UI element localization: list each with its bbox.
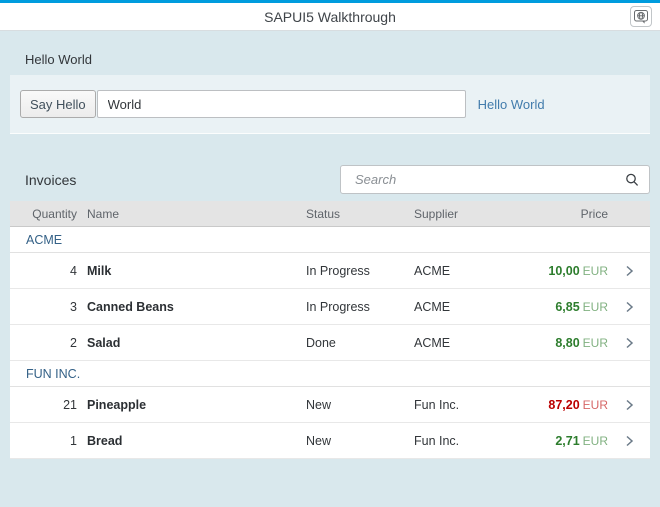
cell-quantity: 1 [70, 433, 77, 448]
search-button[interactable] [624, 172, 640, 188]
invoices-table: Quantity Name Status Supplier Price ACME… [10, 201, 650, 459]
price-number: 10,00 [548, 263, 580, 278]
cell-price: 10,00 EUR [513, 264, 608, 278]
cell-quantity: 2 [70, 335, 77, 350]
cell-status: New [306, 397, 332, 412]
cell-price: 6,85 EUR [513, 300, 608, 314]
cell-name: Bread [87, 433, 123, 448]
app-header: SAPUI5 Walkthrough [0, 3, 660, 31]
cell-quantity: 4 [70, 263, 77, 278]
group-header-row: ACME [10, 227, 650, 253]
table-header-row: Quantity Name Status Supplier Price [10, 201, 650, 227]
price-number: 8,80 [555, 335, 580, 350]
speech-bubble-globe-icon [633, 9, 649, 25]
invoices-table-body: ACME 4 Milk In Progress ACME 10,00 EUR 3 … [10, 227, 650, 459]
column-header-price: Price [580, 206, 608, 221]
cell-status: In Progress [306, 299, 370, 314]
cell-supplier: Fun Inc. [414, 397, 460, 412]
price-unit: EUR [582, 263, 608, 278]
column-header-status: Status [306, 206, 341, 221]
cell-name: Pineapple [87, 397, 147, 412]
invoice-row[interactable]: 1 Bread New Fun Inc. 2,71 EUR [10, 423, 650, 459]
cell-price: 2,71 EUR [513, 434, 608, 448]
price-unit: EUR [582, 397, 608, 412]
cell-name: Milk [87, 263, 112, 278]
column-header-name: Name [87, 206, 120, 221]
invoice-row[interactable]: 2 Salad Done ACME 8,80 EUR [10, 325, 650, 361]
top-accent-bar [0, 0, 660, 3]
invoices-title: Invoices [25, 171, 77, 188]
search-field[interactable] [340, 165, 650, 194]
cell-price: 87,20 EUR [513, 398, 608, 412]
price-unit: EUR [582, 299, 608, 314]
invoice-row[interactable]: 21 Pineapple New Fun Inc. 87,20 EUR [10, 387, 650, 423]
price-number: 6,85 [555, 299, 580, 314]
cell-status: New [306, 433, 332, 448]
invoices-toolbar: Invoices [10, 165, 650, 194]
cell-supplier: ACME [414, 263, 451, 278]
price-number: 87,20 [548, 397, 580, 412]
cell-name: Canned Beans [87, 299, 174, 314]
row-chevron-icon [618, 300, 640, 314]
panel-title: Hello World [25, 52, 92, 67]
price-number: 2,71 [555, 433, 580, 448]
price-unit: EUR [582, 433, 608, 448]
price-unit: EUR [582, 335, 608, 350]
say-hello-button[interactable]: Say Hello [20, 90, 96, 118]
group-header-label: FUN INC. [26, 366, 81, 381]
cell-status: In Progress [306, 263, 370, 278]
column-header-quantity: Quantity [32, 206, 77, 221]
magnifier-icon [624, 172, 640, 188]
invoice-row[interactable]: 4 Milk In Progress ACME 10,00 EUR [10, 253, 650, 289]
row-chevron-icon [618, 336, 640, 350]
search-input[interactable] [353, 171, 624, 188]
hello-dialog-button[interactable] [630, 6, 652, 27]
app-title: SAPUI5 Walkthrough [264, 8, 396, 25]
greeting-text: Hello World [477, 96, 545, 112]
cell-name: Salad [87, 335, 121, 350]
cell-price: 8,80 EUR [513, 336, 608, 350]
row-chevron-icon [618, 434, 640, 448]
cell-quantity: 21 [63, 397, 77, 412]
name-input[interactable] [96, 90, 466, 118]
column-header-supplier: Supplier [414, 206, 459, 221]
cell-supplier: ACME [414, 335, 451, 350]
invoice-row[interactable]: 3 Canned Beans In Progress ACME 6,85 EUR [10, 289, 650, 325]
cell-quantity: 3 [70, 299, 77, 314]
row-chevron-icon [618, 264, 640, 278]
cell-status: Done [306, 335, 336, 350]
group-header-row: FUN INC. [10, 361, 650, 387]
cell-supplier: Fun Inc. [414, 433, 460, 448]
cell-supplier: ACME [414, 299, 451, 314]
group-header-label: ACME [26, 232, 63, 247]
row-chevron-icon [618, 398, 640, 412]
hello-panel-content: Say Hello Hello World [10, 75, 650, 134]
